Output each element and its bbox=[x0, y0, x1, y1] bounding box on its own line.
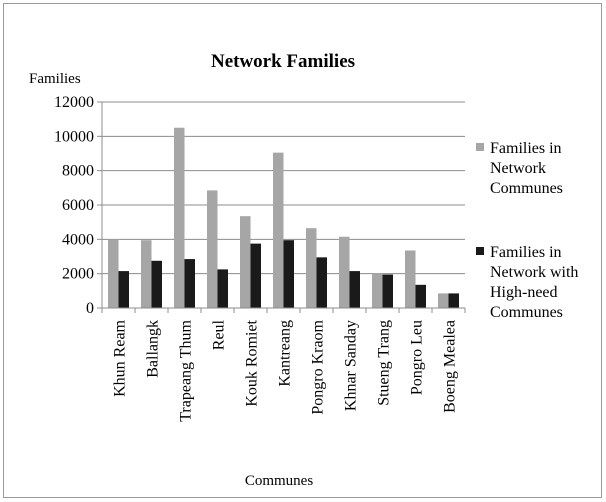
bar-series-1 bbox=[174, 127, 185, 308]
bar-series-1 bbox=[207, 190, 218, 308]
bar-series-2 bbox=[382, 274, 393, 308]
bar-series-2 bbox=[151, 260, 162, 308]
bars bbox=[108, 127, 459, 308]
x-category-label: Khun Ream bbox=[112, 319, 129, 396]
y-tick-label: 2000 bbox=[62, 266, 94, 283]
y-tick-label: 10000 bbox=[54, 128, 94, 145]
bar-series-2 bbox=[184, 259, 195, 308]
x-category-label: Boeng Mealea bbox=[442, 320, 459, 413]
x-category-label: Kouk Romiet bbox=[244, 319, 261, 406]
y-tick-label: 0 bbox=[86, 300, 94, 317]
x-category-label: Pongro Leu bbox=[409, 320, 426, 395]
bar-series-1 bbox=[339, 236, 350, 308]
x-category-label: Ballangk bbox=[145, 320, 162, 378]
legend-label-2: Families in Network with High-need Communes bbox=[490, 244, 578, 321]
y-tick-label: 8000 bbox=[62, 163, 94, 180]
y-axis-label: Families bbox=[29, 71, 81, 87]
x-axis-label: Communes bbox=[245, 473, 313, 489]
x-category-label: Reul bbox=[211, 319, 228, 350]
axes: 0 2000 4000 6000 8000 10000 12000 Khun Ream Ball… bbox=[54, 94, 466, 422]
x-category-label: Trapeang Thum bbox=[178, 319, 195, 421]
gridlines bbox=[102, 101, 465, 275]
chart-frame bbox=[3, 3, 602, 498]
legend-label-1: Families in Network Communes bbox=[490, 140, 563, 197]
bar-series-1 bbox=[306, 228, 317, 308]
x-category-label: Kantreang bbox=[277, 320, 294, 387]
bar-series-2 bbox=[316, 257, 327, 308]
bar-series-1 bbox=[273, 152, 284, 308]
bar-series-1 bbox=[108, 239, 119, 308]
y-tick-label: 4000 bbox=[62, 231, 94, 248]
chart-title: Network Families bbox=[211, 51, 355, 72]
x-category-label: Khnar Sanday bbox=[343, 320, 360, 411]
legend-swatch-1 bbox=[476, 143, 484, 151]
bar-series-2 bbox=[283, 240, 294, 308]
bar-series-2 bbox=[415, 284, 426, 308]
bar-series-1 bbox=[405, 250, 416, 308]
legend-swatch-2 bbox=[476, 247, 484, 255]
y-tick-label: 12000 bbox=[54, 94, 94, 111]
bar-series-1 bbox=[141, 240, 152, 308]
bar-series-2 bbox=[349, 271, 360, 308]
bar-series-1 bbox=[240, 216, 251, 308]
y-tick-label: 6000 bbox=[62, 197, 94, 214]
bar-series-2 bbox=[448, 293, 459, 308]
x-category-label: Stueng Trang bbox=[376, 320, 393, 406]
bar-series-2 bbox=[217, 269, 228, 308]
x-category-label: Pongro Kraom bbox=[310, 319, 327, 414]
bar-series-1 bbox=[372, 273, 383, 308]
legend: Families in Network Communes Families in Net… bbox=[476, 140, 578, 321]
bar-series-1 bbox=[438, 293, 449, 308]
bar-series-2 bbox=[250, 243, 261, 308]
bar-series-2 bbox=[118, 271, 129, 308]
